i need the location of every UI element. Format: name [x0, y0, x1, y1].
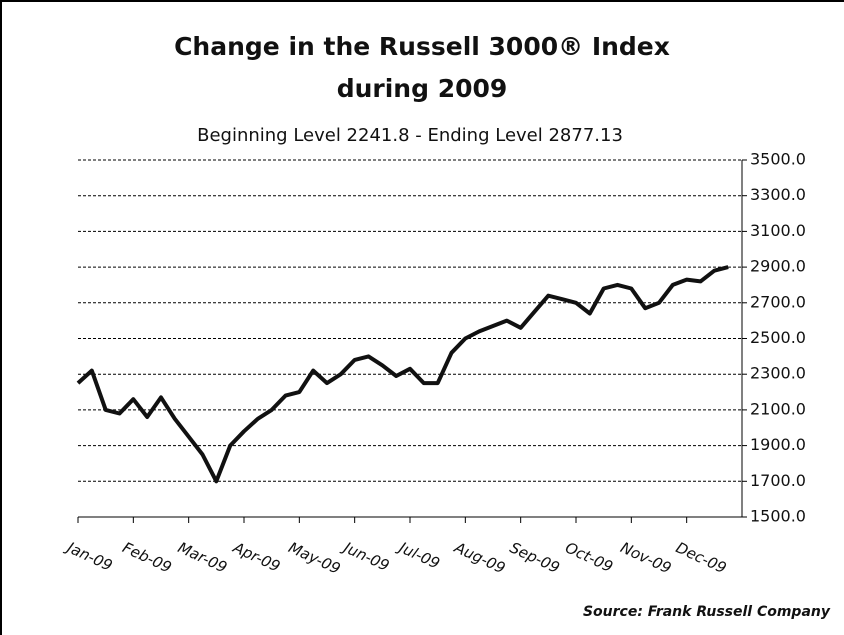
y-tick-label: 2900.0	[750, 257, 806, 276]
x-tick-label: Apr-09	[230, 538, 284, 576]
x-tick-label: Oct-09	[562, 538, 615, 576]
x-tick-label: Feb-09	[120, 538, 175, 576]
chart-title: Change in the Russell 3000® Index	[174, 32, 670, 61]
x-tick-label: Jan-09	[62, 537, 115, 575]
chart-title: during 2009	[337, 74, 508, 103]
y-tick-label: 2500.0	[750, 328, 806, 347]
source-note: Source: Frank Russell Company	[583, 604, 831, 620]
x-tick-label: Sep-09	[507, 538, 562, 577]
y-tick-label: 2300.0	[750, 364, 806, 383]
x-tick-label: Jul-09	[394, 537, 443, 573]
y-tick-label: 1900.0	[750, 435, 806, 454]
y-tick-label: 1500.0	[750, 507, 806, 526]
y-tick-label: 2700.0	[750, 292, 806, 311]
y-tick-label: 3100.0	[750, 221, 806, 240]
x-tick-label: Mar-09	[175, 538, 230, 576]
y-tick-label: 3500.0	[750, 150, 806, 169]
x-tick-label: Dec-09	[673, 538, 729, 577]
y-tick-label: 2100.0	[750, 399, 806, 418]
x-tick-label: Aug-09	[451, 538, 508, 577]
chart-subtitle: Beginning Level 2241.8 - Ending Level 28…	[197, 125, 623, 146]
y-tick-label: 3300.0	[750, 185, 806, 204]
x-tick-label: May-09	[286, 538, 343, 578]
y-tick-label: 1700.0	[750, 471, 806, 490]
line-series	[76, 265, 729, 484]
x-tick-label: Nov-09	[618, 538, 674, 577]
x-tick-label: Jun-09	[338, 537, 392, 575]
